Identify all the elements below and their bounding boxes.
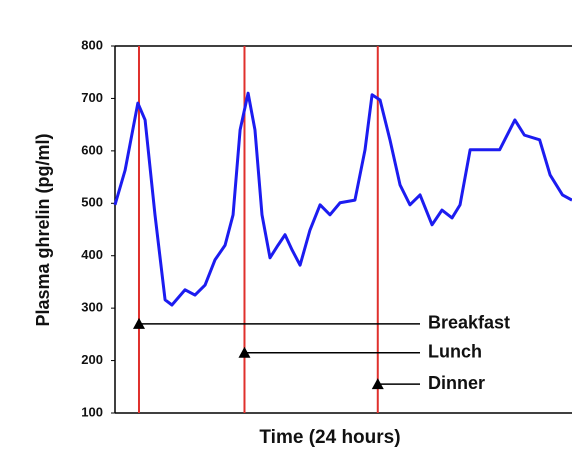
- y-tick-label: 200: [81, 352, 103, 367]
- x-axis-label: Time (24 hours): [259, 427, 400, 448]
- y-tick-label: 600: [81, 142, 103, 157]
- page: {"chart_data": {"type": "line", "x_label…: [0, 0, 572, 461]
- y-tick-label: 100: [81, 404, 103, 419]
- y-tick-label: 500: [81, 195, 103, 210]
- chart: Time (24 hours) Plasma ghrelin (pg/ml) 1…: [0, 0, 572, 461]
- y-tick-label: 800: [81, 37, 103, 52]
- annotation-label: Lunch: [428, 341, 482, 361]
- y-tick-label: 400: [81, 247, 103, 262]
- annotation-label: Breakfast: [428, 313, 510, 333]
- ghrelin-line: [115, 93, 572, 305]
- y-tick-label: 700: [81, 90, 103, 105]
- annotation-label: Dinner: [428, 373, 485, 393]
- y-axis-label: Plasma ghrelin (pg/ml): [33, 133, 53, 326]
- y-tick-label: 300: [81, 300, 103, 315]
